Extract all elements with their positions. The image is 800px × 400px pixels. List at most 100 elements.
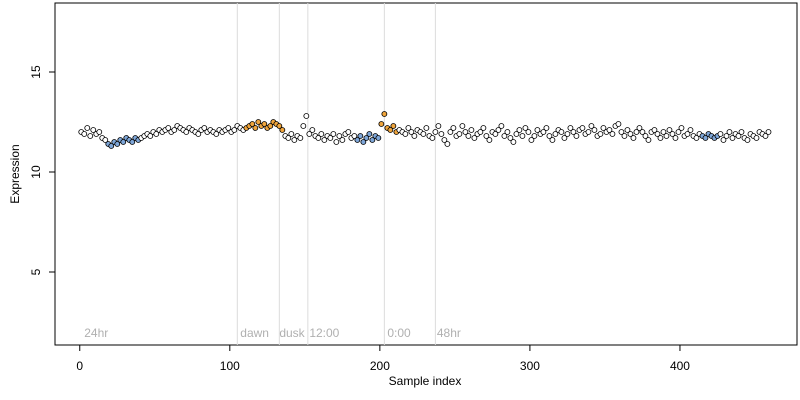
data-point — [354, 137, 361, 143]
data-point — [666, 127, 673, 133]
data-point — [84, 125, 91, 131]
data-point — [183, 129, 190, 135]
x-tick-label: 400 — [670, 359, 690, 373]
data-point — [309, 127, 316, 133]
data-point — [87, 133, 94, 139]
data-point — [468, 127, 475, 133]
data-point — [621, 133, 628, 139]
data-point — [504, 129, 511, 135]
data-point — [306, 131, 313, 137]
data-point — [651, 127, 658, 133]
annotation: 12:00 — [309, 326, 339, 340]
data-point — [498, 123, 505, 129]
data-point — [735, 133, 742, 139]
data-point — [495, 127, 502, 133]
data-point — [723, 133, 730, 139]
data-point — [765, 129, 772, 135]
data-point — [657, 135, 664, 141]
data-point — [438, 131, 445, 137]
data-point — [633, 129, 640, 135]
data-point — [558, 129, 565, 135]
data-point — [486, 137, 493, 143]
data-point — [153, 131, 160, 137]
data-point — [249, 121, 256, 127]
data-point — [441, 137, 448, 143]
data-point — [693, 135, 700, 141]
data-point — [618, 129, 625, 135]
data-point — [315, 135, 322, 141]
data-point — [366, 131, 373, 137]
data-point — [600, 125, 607, 131]
data-point — [285, 135, 292, 141]
data-point — [318, 131, 325, 137]
data-point — [432, 129, 439, 135]
x-tick-label: 0 — [76, 359, 83, 373]
y-tick-label: 15 — [29, 65, 43, 79]
data-point — [411, 133, 418, 139]
data-point — [684, 131, 691, 137]
data-point — [501, 133, 508, 139]
data-point — [333, 139, 340, 145]
data-point — [729, 135, 736, 141]
data-point — [450, 125, 457, 131]
data-point — [330, 131, 337, 137]
data-point — [120, 139, 127, 145]
data-point — [435, 123, 442, 129]
annotation: 48hr — [437, 326, 461, 340]
data-point — [96, 129, 103, 135]
annotation: dusk — [279, 326, 305, 340]
data-point — [252, 125, 259, 131]
data-point — [579, 125, 586, 131]
data-point — [405, 125, 412, 131]
data-point — [546, 133, 553, 139]
data-point — [390, 123, 397, 129]
data-point — [522, 125, 529, 131]
data-point — [276, 123, 283, 129]
data-point — [369, 137, 376, 143]
data-point — [480, 125, 487, 131]
data-point — [642, 133, 649, 139]
data-point — [519, 133, 526, 139]
data-point — [387, 127, 394, 133]
data-point — [507, 135, 514, 141]
data-point — [636, 125, 643, 131]
annotation: 0:00 — [387, 326, 411, 340]
data-point — [213, 131, 220, 137]
data-point — [510, 139, 517, 145]
data-point — [624, 127, 631, 133]
data-point — [525, 129, 532, 135]
data-point — [171, 127, 178, 133]
data-point — [423, 125, 430, 131]
data-point — [753, 135, 760, 141]
data-point — [195, 131, 202, 137]
annotation: 24hr — [84, 326, 108, 340]
data-point — [279, 127, 286, 133]
data-point — [297, 135, 304, 141]
data-point — [540, 129, 547, 135]
plot-frame — [54, 2, 798, 346]
data-point — [672, 135, 679, 141]
data-point — [552, 131, 559, 137]
data-point — [606, 127, 613, 133]
data-point — [567, 125, 574, 131]
data-point — [564, 131, 571, 137]
data-point — [738, 129, 745, 135]
x-tick-label: 200 — [370, 359, 390, 373]
data-point — [339, 137, 346, 143]
data-point — [300, 123, 307, 129]
data-point — [327, 135, 334, 141]
data-point — [465, 133, 472, 139]
data-point — [591, 127, 598, 133]
data-point — [375, 135, 382, 141]
data-point — [255, 119, 262, 125]
x-tick-label: 300 — [520, 359, 540, 373]
data-point — [225, 125, 232, 131]
data-point — [573, 133, 580, 139]
data-point — [492, 131, 499, 137]
data-point — [744, 137, 751, 143]
data-point — [303, 113, 310, 119]
y-axis-title: Expression — [8, 144, 22, 203]
data-point — [360, 139, 367, 145]
annotation: dawn — [240, 326, 269, 340]
